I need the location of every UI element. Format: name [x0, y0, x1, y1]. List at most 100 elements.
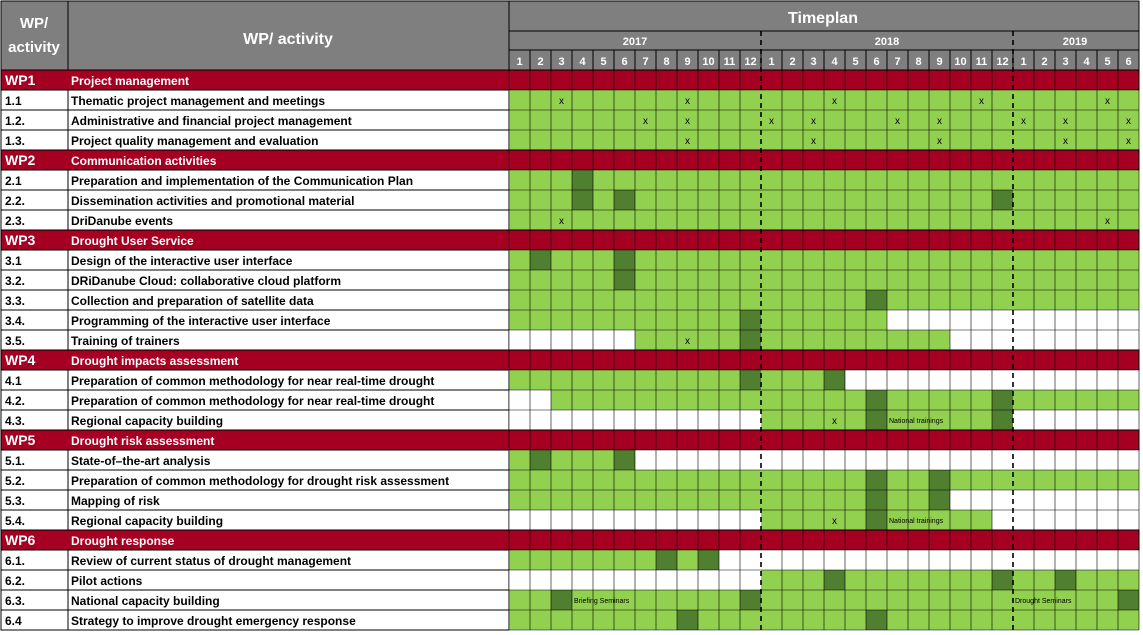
timeline-cell-active: [992, 270, 1013, 290]
month-label: 5: [852, 56, 858, 68]
timeline-cell-empty: [740, 510, 761, 530]
timeline-cell-active: [782, 490, 803, 510]
activity-name: Project quality management and evaluatio…: [71, 134, 318, 148]
month-label: 9: [684, 56, 690, 68]
timeline-cell-empty: [1076, 410, 1097, 430]
activity-name: Preparation of common methodology for dr…: [71, 474, 449, 488]
timeline-cell-active: [635, 110, 656, 130]
timeline-cell-active: [698, 270, 719, 290]
x-mark: x: [685, 336, 690, 347]
timeline-cell-active: [1034, 470, 1055, 490]
timeline-cell-active: [635, 290, 656, 310]
timeline-cell-empty: [1013, 490, 1034, 510]
timeline-cell-active: [908, 130, 929, 150]
timeline-cell-active: [572, 610, 593, 630]
timeline-cell-active: [761, 390, 782, 410]
timeline-cell-active: [530, 490, 551, 510]
timeline-cell-active: [887, 210, 908, 230]
timeline-cell-empty: [1013, 510, 1034, 530]
timeline-cell-empty: [992, 330, 1013, 350]
timeline-cell-active: [719, 250, 740, 270]
timeline-cell-active: [1097, 170, 1118, 190]
timeline-cell-active: [572, 490, 593, 510]
timeline-cell-empty: [782, 450, 803, 470]
timeline-cell-active: [1076, 590, 1097, 610]
timeline-cell-active: [929, 510, 950, 530]
timeline-cell-active: [845, 270, 866, 290]
timeline-cell-active: [992, 250, 1013, 270]
timeline-cell-active: [719, 290, 740, 310]
timeline-cell-empty: [509, 390, 530, 410]
timeline-cell-milestone: [824, 370, 845, 390]
timeline-cell-active: [530, 210, 551, 230]
timeline-cell-empty: [971, 550, 992, 570]
timeline-cell-active: [866, 270, 887, 290]
bar-annotation: Briefing Seminars: [574, 598, 630, 605]
timeline-cell-empty: [509, 410, 530, 430]
wp-title: Drought impacts assessment: [71, 354, 238, 368]
timeline-cell-active: [656, 390, 677, 410]
timeline-cell-empty: [887, 370, 908, 390]
timeline-cell-active: [761, 170, 782, 190]
timeline-cell-active: [1097, 590, 1118, 610]
timeline-cell-active: [803, 370, 824, 390]
timeline-cell-active: [782, 410, 803, 430]
timeline-cell-active: [551, 450, 572, 470]
timeline-cell-active: [614, 290, 635, 310]
x-mark: x: [685, 96, 690, 107]
timeline-cell-active: [845, 130, 866, 150]
timeline-cell-active: [761, 510, 782, 530]
month-label: 10: [702, 56, 714, 68]
timeline-cell-active: [950, 250, 971, 270]
timeline-cell-active: [677, 290, 698, 310]
activity-code: 5.1.: [5, 454, 25, 468]
timeline-cell-active: [719, 210, 740, 230]
timeline-cell-active: [866, 130, 887, 150]
timeline-cell-active: [1034, 130, 1055, 150]
timeline-cell-active: [1097, 110, 1118, 130]
timeline-cell-active: [929, 290, 950, 310]
timeline-cell-active: [845, 90, 866, 110]
x-mark: x: [1105, 96, 1110, 107]
timeline-cell-active: [803, 110, 824, 130]
timeline-cell-empty: [1034, 490, 1055, 510]
timeline-cell-active: [1118, 190, 1139, 210]
timeline-cell-active: [740, 110, 761, 130]
timeline-cell-active: [1097, 270, 1118, 290]
timeline-cell-active: [719, 170, 740, 190]
timeline-cell-active: [908, 210, 929, 230]
year-dividers: [760, 31, 1014, 630]
timeline-cell-active: [971, 590, 992, 610]
timeline-cell-empty: [635, 570, 656, 590]
timeline-cell-active: [593, 90, 614, 110]
timeline-cell-empty: [698, 450, 719, 470]
timeline-cell-active: [656, 610, 677, 630]
timeline-cell-active: [551, 490, 572, 510]
timeline-cell-active: [845, 190, 866, 210]
timeline-cell-active: [761, 130, 782, 150]
timeline-cell-active: [845, 290, 866, 310]
timeline-cell-empty: [1034, 550, 1055, 570]
timeline-cell-active: [677, 470, 698, 490]
timeline-cell-active: [572, 270, 593, 290]
timeline-cell-milestone: [614, 270, 635, 290]
timeline-cell-empty: [677, 510, 698, 530]
timeline-cell-active: [887, 170, 908, 190]
timeline-cell-active: [1034, 110, 1055, 130]
timeline-cell-active: [677, 310, 698, 330]
timeline-cell-active: [1118, 250, 1139, 270]
activity-code: 3.5.: [5, 334, 25, 348]
activity-name: Administrative and financial project man…: [71, 114, 352, 128]
timeline-cell-active: [1055, 170, 1076, 190]
timeline-cell-active: [572, 310, 593, 330]
timeline-cell-active: [551, 250, 572, 270]
timeline-cell-active: [1076, 290, 1097, 310]
timeline-cell-milestone: [740, 590, 761, 610]
timeline-cell-active: [761, 270, 782, 290]
timeline-cell-active: [803, 170, 824, 190]
timeline-cell-milestone: [992, 390, 1013, 410]
timeline-cell-active: [719, 90, 740, 110]
timeline-cell-active: [551, 390, 572, 410]
header-activity-cell: [67, 0, 510, 71]
timeline-cell-active: [551, 310, 572, 330]
